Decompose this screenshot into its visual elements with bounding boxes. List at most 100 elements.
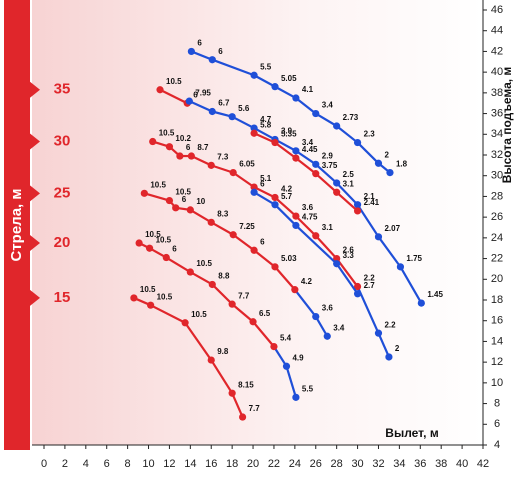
curve-segment [377,236,402,268]
point [238,413,247,421]
x-tick-label: 6 [104,458,110,470]
load-label: 7.95 [195,88,211,97]
load-label: 10.5 [145,230,161,239]
x-tick-label: 2 [62,458,68,470]
point [333,260,341,268]
load-label: 1.75 [406,254,422,263]
curve-segment [211,283,233,305]
x-tick-label: 28 [331,458,343,470]
load-label: 3.9 [281,127,293,136]
x-tick-label: 40 [456,458,468,470]
curve-segment [231,115,255,130]
point [282,362,291,370]
curve-segment [315,172,338,194]
load-label: 4.45 [302,145,318,154]
point [270,343,278,351]
curve-segment [274,85,297,100]
load-label: 3.1 [343,179,355,188]
y-tick-label: 8 [494,397,500,409]
plot-background [32,0,483,445]
point [292,393,300,401]
curve-segment [188,100,213,113]
x-tick-label: 10 [142,458,154,470]
side-bar [4,0,30,450]
load-label: 3.1 [322,223,334,232]
boom-label: 15 [54,289,71,306]
x-tick-label: 20 [247,458,259,470]
x-tick-label: 4 [83,458,89,470]
curve-segment [274,203,297,227]
load-label: 5.1 [260,174,272,183]
point [130,294,138,302]
point [207,218,215,226]
load-label: 6.7 [218,99,230,108]
curve-segment [399,266,423,304]
point [374,233,383,241]
point [333,122,341,130]
load-label: 6 [260,179,265,188]
point [292,94,300,102]
curve-segment [295,157,317,175]
curve-segment [293,288,317,318]
curve-segment [190,50,213,61]
curve-segment [356,141,380,165]
load-label: 8.7 [197,143,209,152]
point [250,129,258,137]
point [186,268,194,276]
y-tick-label: 10 [491,377,503,389]
x-tick-label: 8 [125,458,131,470]
curve-segment [274,196,297,217]
x-tick-label: 32 [372,458,384,470]
curve-segment [210,164,234,174]
point [271,263,279,271]
curve-segment [190,155,212,167]
load-label: 6 [218,47,223,56]
point [396,263,405,271]
point [374,159,383,167]
boom-marker [30,133,40,150]
curve-segment [211,58,255,77]
load-label: 2.6 [343,246,355,255]
load-label: 5.8 [260,120,272,129]
load-label: 2.5 [343,170,355,179]
x-tick-label: 42 [477,458,489,470]
y-tick-label: 4 [494,439,500,451]
curve-segment [253,249,276,268]
curve-segment [253,132,276,144]
point [207,161,215,169]
load-label: 3.75 [322,161,338,170]
curve-segment [189,271,213,286]
curve-segment [314,316,329,337]
y-tick-label: 22 [491,252,503,264]
load-label: 3.4 [302,138,314,147]
point [229,169,237,177]
load-label: 2.1 [364,192,376,201]
point [323,332,331,340]
y-tick-label: 38 [491,87,503,99]
load-label: 4.2 [281,185,293,194]
point [250,183,258,191]
point [271,193,279,202]
curve-segment [232,171,255,189]
y2-title: Высота подъема, м [500,67,514,184]
point [312,109,320,118]
load-label: 2.2 [384,320,396,329]
x-tick-label: 24 [289,458,301,470]
y-tick-label: 36 [491,107,503,119]
point [353,207,362,215]
load-label: 10.5 [157,292,173,301]
curve-segment [150,304,186,324]
load-label: 2.9 [322,151,334,160]
load-label: 5.7 [281,192,293,201]
curve-segment [274,266,296,291]
load-label: 4.1 [302,85,314,94]
load-label: 1.45 [427,290,443,299]
point [250,124,258,132]
curve-segment [159,88,188,105]
curve-segment [252,321,275,348]
load-label: 7.7 [238,291,250,300]
load-label: 2.07 [384,224,400,233]
x-tick-label: 26 [310,458,322,470]
point [333,188,341,196]
